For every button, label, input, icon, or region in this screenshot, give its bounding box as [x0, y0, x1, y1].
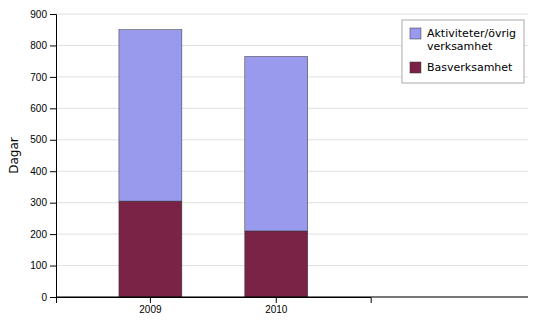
- legend-item: Basverksamhet: [410, 61, 513, 74]
- legend-item: Aktiviteter/övrigverksamhet: [410, 27, 516, 53]
- legend-label: Aktiviteter/övrigverksamhet: [427, 27, 516, 53]
- legend-swatch: [410, 62, 421, 73]
- grid: [56, 14, 528, 297]
- tick-mark: [50, 14, 56, 15]
- tick: 0: [41, 292, 56, 303]
- bar: [119, 201, 182, 297]
- tick-label: 2009: [139, 304, 162, 315]
- tick: 2010: [265, 297, 288, 315]
- tick: 800: [30, 40, 56, 51]
- axis-line: [57, 298, 372, 304]
- tick-mark: [50, 108, 56, 109]
- tick-mark: [50, 234, 56, 235]
- tick: 300: [30, 197, 56, 208]
- tick: 500: [30, 134, 56, 145]
- bar: [119, 30, 182, 201]
- tick-mark: [50, 266, 56, 267]
- bar: [245, 231, 308, 297]
- tick: 100: [30, 260, 56, 271]
- grid-line: [56, 14, 528, 15]
- x-axis: 2009 2010: [57, 297, 372, 315]
- legend-label: Basverksamhet: [427, 61, 513, 74]
- axis-title: Dagar: [7, 137, 21, 174]
- tick-label: 500: [30, 134, 47, 145]
- tick-label: 2010: [265, 304, 288, 315]
- tick-label: 0: [41, 292, 47, 303]
- tick-label: 800: [30, 40, 47, 51]
- tick-mark: [50, 171, 56, 172]
- axis-line: [50, 15, 57, 298]
- tick-mark: [50, 203, 56, 204]
- legend-frame: [402, 20, 524, 83]
- bar: [245, 56, 308, 231]
- tick-mark: [50, 77, 56, 78]
- y-axis: 0 100 200 300 400 500 600 700 800 900: [30, 9, 56, 303]
- tick: 200: [30, 229, 56, 240]
- tick-mark: [276, 297, 277, 303]
- tick-mark: [50, 140, 56, 141]
- tick-label: 400: [30, 166, 47, 177]
- tick: 400: [30, 166, 56, 177]
- tick-label: 700: [30, 72, 47, 83]
- tick: 900: [30, 9, 56, 20]
- tick: 700: [30, 72, 56, 83]
- tick-label: 200: [30, 229, 47, 240]
- tick: 600: [30, 103, 56, 114]
- chart: 0 100 200 300 400 500 600 700 800 900 2009 2010 Akti…: [0, 0, 540, 327]
- legend-swatch: [410, 28, 421, 39]
- tick-label: 300: [30, 197, 47, 208]
- tick-label: 100: [30, 260, 47, 271]
- tick-mark: [50, 297, 56, 298]
- tick-label: 900: [30, 9, 47, 20]
- tick-mark: [50, 45, 56, 46]
- legend: Aktiviteter/övrigverksamhet Basverksamhet: [402, 20, 524, 83]
- tick-mark: [150, 297, 151, 303]
- series: [119, 30, 308, 231]
- tick-label: 600: [30, 103, 47, 114]
- plot: 0 100 200 300 400 500 600 700 800 900 2009 2010 Akti…: [30, 9, 528, 315]
- bars: [119, 30, 308, 297]
- tick: 2009: [139, 297, 162, 315]
